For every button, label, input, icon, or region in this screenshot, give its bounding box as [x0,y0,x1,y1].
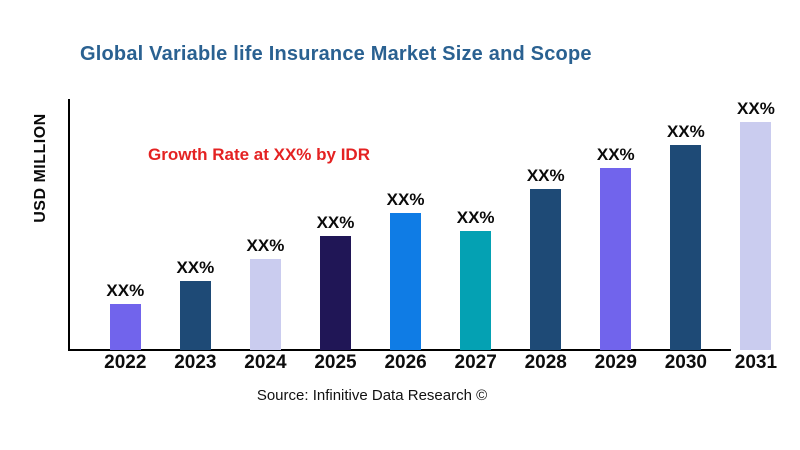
bar-group-2024: XX% [232,237,298,350]
bar-group-2027: XX% [443,209,509,350]
x-tick-2025: 2025 [314,352,357,373]
bar-2028 [530,189,562,350]
bar-value-label-2026: XX% [386,190,425,209]
x-tick-2026: 2026 [384,352,427,373]
bar-group-2023: XX% [162,259,228,350]
x-tick-2027: 2027 [454,352,497,373]
bar-group-2026: XX% [373,191,439,350]
x-tick-2023: 2023 [174,352,217,373]
x-tick-2030: 2030 [664,352,707,373]
bar-2027 [460,231,492,350]
chart-title: Global Variable life Insurance Market Si… [80,43,592,65]
bar-2030 [670,145,702,350]
bar-2026 [390,213,422,350]
bar-2024 [249,259,281,350]
bar-group-2022: XX% [92,282,158,350]
bar-group-2028: XX% [513,167,579,350]
bar-2031 [740,122,772,350]
bar-2025 [320,236,351,350]
x-tick-2024: 2024 [244,352,287,373]
bar-2023 [179,281,211,350]
bar-value-label-2023: XX% [176,258,215,277]
bar-group-2029: XX% [583,146,649,350]
bar-value-label-2029: XX% [596,145,635,164]
bar-value-label-2028: XX% [526,166,565,185]
x-tick-2031: 2031 [734,352,778,373]
y-axis-line [68,99,70,351]
x-axis-line [69,349,731,351]
bar-value-label-2025: XX% [316,213,355,232]
bar-value-label-2027: XX% [456,208,495,227]
bar-2022 [109,304,141,350]
bar-2029 [600,168,632,350]
bar-group-2031: XX% [723,100,789,350]
source-text: Source: Infinitive Data Research © [256,387,488,404]
x-tick-2022: 2022 [104,352,147,373]
bar-group-2025: XX% [303,214,369,350]
growth-rate-annotation: Growth Rate at XX% by IDR [148,145,370,164]
x-tick-2028: 2028 [524,352,567,373]
bar-value-label-2031: XX% [737,99,775,118]
x-tick-2029: 2029 [594,352,637,373]
y-axis-label: USD MILLION [32,113,49,223]
bar-value-label-2030: XX% [666,122,705,141]
bar-value-label-2022: XX% [106,281,145,300]
bar-group-2030: XX% [653,123,719,350]
bar-value-label-2024: XX% [246,236,285,255]
